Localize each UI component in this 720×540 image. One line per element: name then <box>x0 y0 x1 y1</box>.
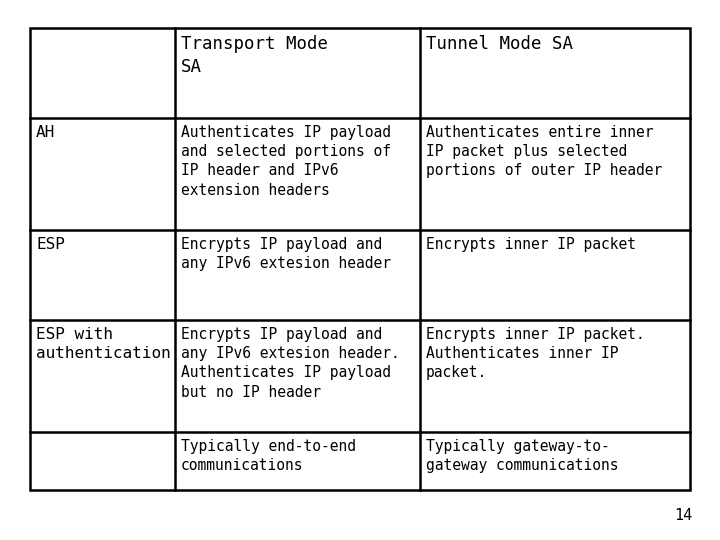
Text: Encrypts inner IP packet.
Authenticates inner IP
packet.: Encrypts inner IP packet. Authenticates … <box>426 327 644 380</box>
Text: ESP with
authentication: ESP with authentication <box>36 327 171 361</box>
Text: Encrypts IP payload and
any IPv6 extesion header: Encrypts IP payload and any IPv6 extesio… <box>181 237 391 271</box>
Bar <box>30 28 690 490</box>
Text: Authenticates entire inner
IP packet plus selected
portions of outer IP header: Authenticates entire inner IP packet plu… <box>426 125 662 178</box>
Text: Tunnel Mode SA: Tunnel Mode SA <box>426 35 573 53</box>
Text: Encrypts inner IP packet: Encrypts inner IP packet <box>426 237 636 252</box>
Text: Typically gateway-to-
gateway communications: Typically gateway-to- gateway communicat… <box>426 439 618 473</box>
Text: Typically end-to-end
communications: Typically end-to-end communications <box>181 439 356 473</box>
Text: AH: AH <box>36 125 55 140</box>
Text: Transport Mode
SA: Transport Mode SA <box>181 35 328 76</box>
Text: Encrypts IP payload and
any IPv6 extesion header.
Authenticates IP payload
but n: Encrypts IP payload and any IPv6 extesio… <box>181 327 400 400</box>
Text: Authenticates IP payload
and selected portions of
IP header and IPv6
extension h: Authenticates IP payload and selected po… <box>181 125 391 198</box>
Text: ESP: ESP <box>36 237 65 252</box>
Text: 14: 14 <box>674 508 692 523</box>
